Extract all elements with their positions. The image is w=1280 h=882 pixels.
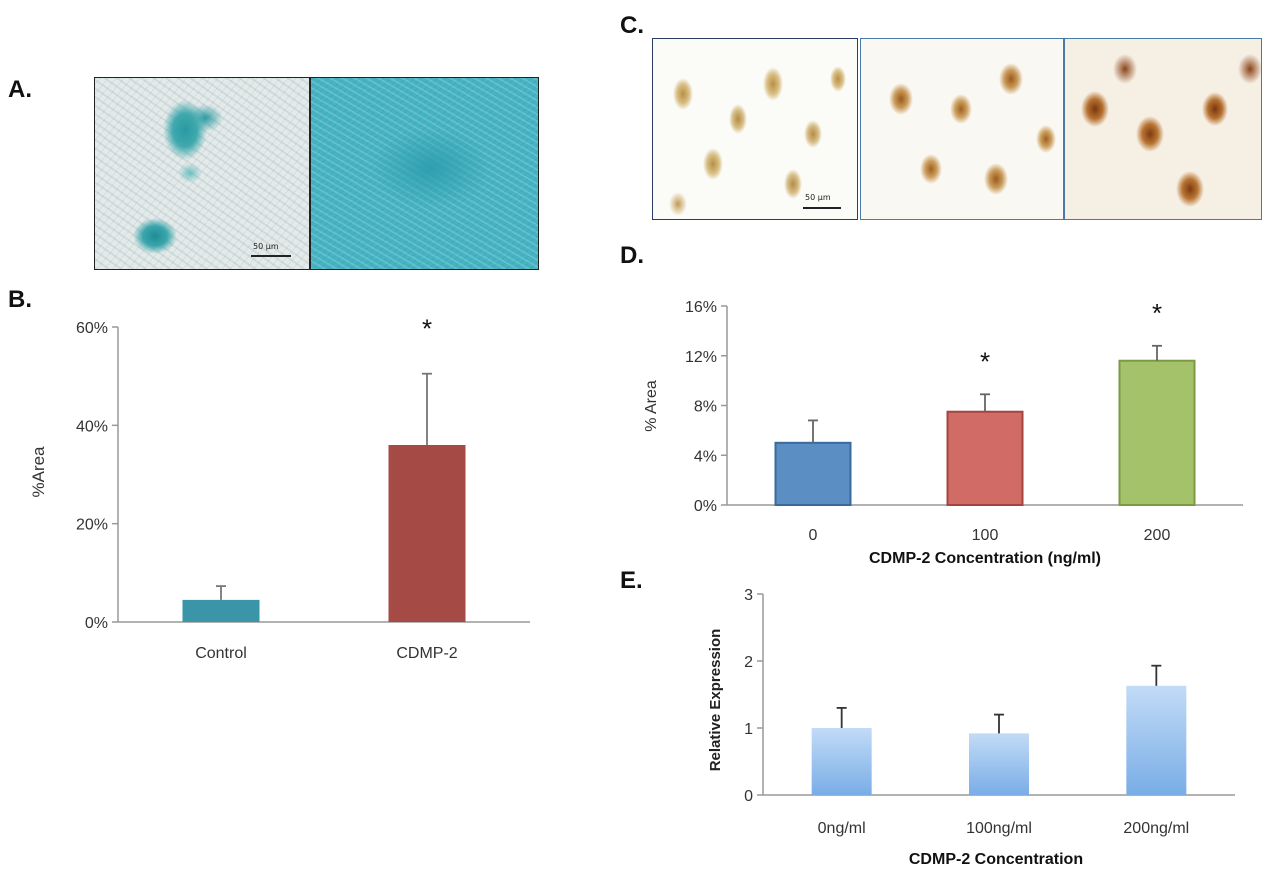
- chart-e-bar: [1126, 685, 1187, 795]
- chart-e-bar: [811, 728, 872, 795]
- chart-e-ytick-label: 0: [744, 788, 753, 805]
- chart-b-xtick-label: CDMP-2: [396, 645, 457, 662]
- scale-bar-c-label: 50 μm: [805, 193, 831, 202]
- panel-label-b: B.: [8, 286, 32, 313]
- scale-bar-a: [251, 255, 291, 257]
- chart-b-ytick-label: 40%: [76, 418, 108, 435]
- micrograph-a-control: 50 μm: [94, 77, 310, 270]
- chart-d-xtick-label: 0: [809, 527, 818, 544]
- chart-e-xtick-label: 0ng/ml: [818, 820, 866, 837]
- chart-d-ytick-label: 12%: [685, 349, 717, 366]
- chart-e-xtick-label: 200ng/ml: [1123, 820, 1189, 837]
- chart-d-xtick-label: 200: [1144, 527, 1171, 544]
- chart-d-significance-star: *: [980, 346, 990, 376]
- chart-d-significance-star: *: [1152, 298, 1162, 328]
- micrograph-c-0: 50 μm: [652, 38, 858, 220]
- chart-d-ylabel: % Area: [643, 380, 660, 432]
- chart-b-bar: [388, 445, 466, 622]
- chart-d-bar: [774, 441, 852, 506]
- chart-e-ytick-label: 1: [744, 721, 753, 738]
- chart-e-ytick-label: 3: [744, 587, 753, 604]
- chart-e-ytick-label: 2: [744, 654, 753, 671]
- panel-label-a: A.: [8, 76, 32, 103]
- chart-d-bar: [1118, 359, 1196, 506]
- panel-label-d: D.: [620, 242, 644, 269]
- chart-d-bar: [946, 410, 1024, 506]
- chart-d-xlabel: CDMP-2 Concentration (ng/ml): [869, 550, 1101, 567]
- chart-b-ytick-label: 20%: [76, 517, 108, 534]
- micrograph-a-cdmp2: [310, 77, 539, 270]
- scale-bar-c: [803, 207, 841, 209]
- panel-label-c: C.: [620, 12, 644, 39]
- chart-b-significance-star: *: [422, 314, 432, 344]
- chart-b-ytick-label: 60%: [76, 320, 108, 337]
- chart-d-ytick-label: 8%: [694, 399, 717, 416]
- panel-label-e: E.: [620, 567, 643, 594]
- chart-e-xtick-label: 100ng/ml: [966, 820, 1032, 837]
- chart-d-ytick-label: 16%: [685, 299, 717, 316]
- chart-e-bar: [969, 733, 1029, 795]
- chart-e-xlabel: CDMP-2 Concentration: [909, 851, 1083, 868]
- micrograph-c-200: [1064, 38, 1262, 220]
- chart-b-ylabel: %Area: [29, 446, 48, 498]
- micrograph-c-100: [860, 38, 1064, 220]
- chart-b-ytick-label: 0%: [85, 615, 108, 632]
- chart-e-ylabel: Relative Expression: [707, 629, 724, 772]
- chart-b-xtick-label: Control: [195, 645, 247, 662]
- chart-d-xtick-label: 100: [972, 527, 999, 544]
- chart-d-ytick-label: 4%: [694, 448, 717, 465]
- chart-b-bar: [182, 599, 260, 622]
- chart-d-ytick-label: 0%: [694, 498, 717, 515]
- scale-bar-a-label: 50 μm: [253, 242, 279, 251]
